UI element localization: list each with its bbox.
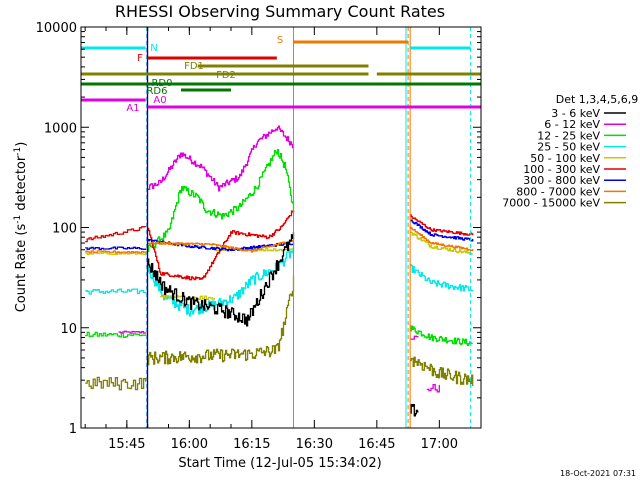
legend-entry: 300 - 800 keV <box>523 174 626 187</box>
series-line-segment <box>85 376 147 391</box>
series-line-segment <box>410 231 473 256</box>
legend-entry: 25 - 50 keV <box>537 141 626 154</box>
flag-label: F <box>137 53 143 64</box>
series-line-segment <box>147 239 295 253</box>
legend-entry: 50 - 100 keV <box>530 152 626 165</box>
flag-label: A0 <box>153 95 166 106</box>
series-line-segment <box>410 263 474 292</box>
flag-label: N <box>150 43 157 54</box>
series-line-segment <box>410 219 474 242</box>
x-tick-label: 16:00 <box>171 437 208 452</box>
legend-label: 3 - 6 keV <box>551 107 600 120</box>
series-line-segment <box>410 325 473 346</box>
flag-label: RD0 <box>151 78 172 89</box>
x-tick-label: 16:45 <box>358 437 395 452</box>
legend-entry: 100 - 300 keV <box>523 163 626 176</box>
y-tick-label: 100 <box>52 222 77 237</box>
legend-label: 100 - 300 keV <box>523 163 600 176</box>
legend-entry: 12 - 25 keV <box>537 129 626 142</box>
legend-entry: 7000 - 15000 keV <box>502 197 626 210</box>
series-7000-15000-kev <box>85 275 474 391</box>
flag-label: FD1 <box>184 61 204 72</box>
legend-label: 12 - 25 keV <box>537 129 600 142</box>
series-line-segment <box>410 214 474 236</box>
legend-entry: 800 - 7000 keV <box>516 185 626 198</box>
x-tick-label: 15:45 <box>108 437 145 452</box>
legend-label: 25 - 50 keV <box>537 141 600 154</box>
series-line-segment <box>118 330 147 334</box>
flag-label: RD6 <box>146 86 167 97</box>
series-line-segment <box>147 148 295 252</box>
flag-label: A1 <box>126 103 139 114</box>
legend-label: 6 - 12 keV <box>544 118 600 131</box>
y-tick-label: 10 <box>60 322 77 337</box>
x-tick-label: 16:15 <box>233 437 270 452</box>
series-line-segment <box>147 125 295 192</box>
chart-title: RHESSI Observing Summary Count Rates <box>115 2 445 21</box>
y-tick-label: 10000 <box>36 21 77 36</box>
series-line-segment <box>426 383 440 393</box>
axes: 1 10 100 1000 10000 15:45 16:00 16:15 16:30 16:45… <box>36 21 481 452</box>
legend-label: 800 - 7000 keV <box>516 185 600 198</box>
series-line-segment <box>85 288 147 295</box>
series-line-segment <box>410 335 419 340</box>
series-line-segment <box>410 403 419 417</box>
flag-label: S <box>277 35 283 46</box>
legend-entry: 3 - 6 keV <box>551 107 626 120</box>
x-tick-label: 16:30 <box>296 437 333 452</box>
series-line-segment <box>147 275 295 366</box>
legend-label: 7000 - 15000 keV <box>502 197 600 210</box>
legend-entry: 6 - 12 keV <box>544 118 626 131</box>
x-tick-label: 17:00 <box>421 437 458 452</box>
series-line-segment <box>85 226 147 243</box>
series-line-segment <box>147 231 295 327</box>
flag-label: FD2 <box>216 70 236 81</box>
series-12-25-kev <box>85 148 473 346</box>
series-6-12-kev <box>118 125 440 393</box>
footer-timestamp: 18-Oct-2021 07:31 <box>560 469 636 478</box>
series-line-segment <box>410 356 474 386</box>
legend-label: 300 - 800 keV <box>523 174 600 187</box>
series-line-segment <box>85 246 147 251</box>
y-axis-label: Count Rate (s-1 detector-1) <box>13 142 29 313</box>
x-axis-label: Start Time (12-Jul-05 15:34:02) <box>178 456 381 471</box>
series-line-segment <box>410 226 474 252</box>
legend-title: Det 1,3,4,5,6,9 <box>556 93 639 106</box>
series-line-segment <box>85 250 147 254</box>
series-line-segment <box>85 331 147 339</box>
series-800-7000-kev <box>85 226 474 254</box>
legend-label: 50 - 100 keV <box>530 152 600 165</box>
y-tick-label: 1 <box>69 422 77 437</box>
series-3-6-kev <box>147 231 419 417</box>
y-tick-label: 1000 <box>44 121 77 136</box>
